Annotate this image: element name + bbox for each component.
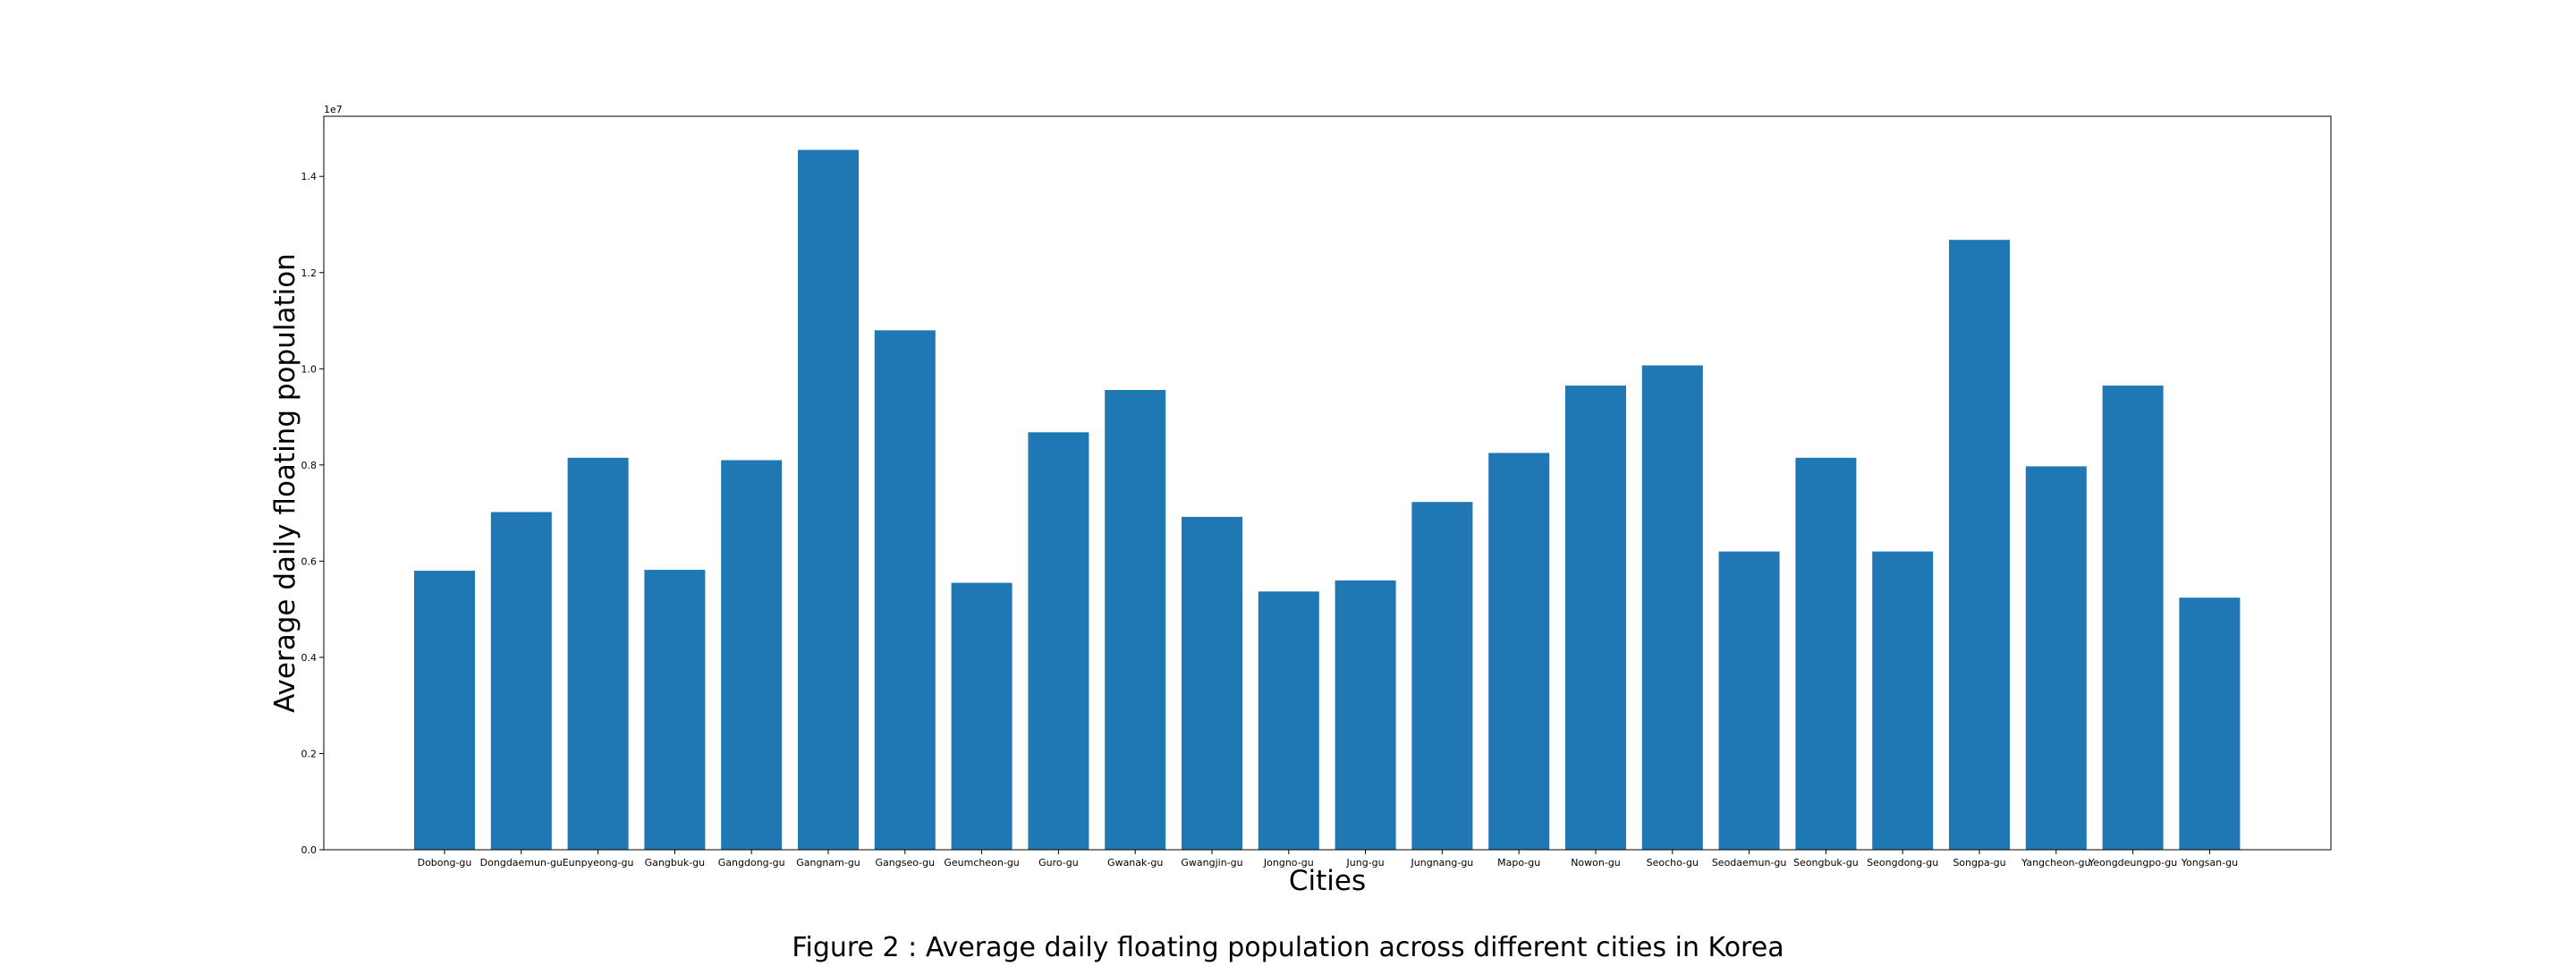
bars-group bbox=[414, 149, 2241, 851]
y-tick-label: 0.8 bbox=[301, 460, 318, 471]
x-tick-label: Dobong-gu bbox=[418, 857, 472, 869]
x-tick-label: Mapo-gu bbox=[1497, 857, 1540, 869]
x-tick-label: Gangseo-gu bbox=[876, 857, 936, 869]
y-axis-label: Average daily floating population bbox=[269, 253, 301, 713]
bar-seongdong-gu bbox=[1872, 551, 1934, 850]
y-tick-label: 1.0 bbox=[301, 363, 318, 375]
bar-yongsan-gu bbox=[2179, 597, 2241, 850]
y-tick-label: 0.0 bbox=[301, 844, 318, 856]
y-tick-label: 1.2 bbox=[301, 267, 318, 279]
bar-nowon-gu bbox=[1565, 386, 1626, 851]
x-tick-label: Geumcheon-gu bbox=[944, 857, 1019, 869]
axes-frame bbox=[323, 115, 2332, 851]
bar-gangbuk-gu bbox=[644, 570, 706, 850]
x-tick-label: Seodaemun-gu bbox=[1712, 857, 1787, 869]
x-axis-ticks: Dobong-gu Dongdaemun-gu Eunpyeong-gu Gangbu… bbox=[418, 850, 2238, 869]
y-tick-label: 0.6 bbox=[301, 555, 318, 567]
x-tick-label: Yongsan-gu bbox=[2181, 857, 2238, 869]
y-axis-ticks: 0.0 0.2 0.4 0.6 0.8 1.0 1.2 1.4 bbox=[301, 171, 324, 856]
x-tick-label: Yangcheon-gu bbox=[2021, 857, 2090, 869]
bar-jongno-gu bbox=[1258, 591, 1319, 850]
bar-eunpyeong-gu bbox=[567, 457, 629, 850]
y-tick-label: 1.4 bbox=[301, 171, 318, 182]
x-tick-label: Gwangjin-gu bbox=[1181, 857, 1242, 869]
x-tick-label: Seongbuk-gu bbox=[1793, 857, 1859, 869]
bar-seongbuk-gu bbox=[1795, 457, 1857, 850]
figure-caption: Figure 2 : Average daily floating popula… bbox=[792, 932, 1784, 963]
bar-yeongdeungpo-gu bbox=[2102, 386, 2164, 851]
x-tick-label: Seongdong-gu bbox=[1867, 857, 1938, 869]
bar-mapo-gu bbox=[1488, 453, 1550, 850]
y-axis-scale-note: 1e7 bbox=[324, 104, 343, 115]
bar-yangcheon-gu bbox=[2025, 466, 2087, 850]
x-tick-label: Gangdong-gu bbox=[718, 857, 785, 869]
x-tick-label: Jung-gu bbox=[1346, 857, 1385, 869]
bar-gwangjin-gu bbox=[1182, 516, 1242, 850]
bar-guro-gu bbox=[1028, 432, 1089, 850]
x-tick-label: Eunpyeong-gu bbox=[563, 857, 634, 869]
x-tick-label: Jungnang-gu bbox=[1411, 857, 1474, 869]
bar-dongdaemun-gu bbox=[490, 512, 552, 850]
x-tick-label: Jongno-gu bbox=[1263, 857, 1314, 869]
bar-seodaemun-gu bbox=[1718, 551, 1780, 850]
bar-gangdong-gu bbox=[721, 460, 783, 850]
bar-jung-gu bbox=[1335, 580, 1396, 850]
x-tick-label: Guro-gu bbox=[1038, 857, 1079, 869]
x-tick-label: Dongdaemun-gu bbox=[480, 857, 563, 869]
x-tick-label: Songpa-gu bbox=[1953, 857, 2005, 869]
y-tick-label: 0.2 bbox=[301, 748, 318, 759]
x-tick-label: Seocho-gu bbox=[1647, 857, 1699, 869]
bar-geumcheon-gu bbox=[951, 582, 1013, 850]
bar-seocho-gu bbox=[1641, 365, 1703, 850]
bar-gwanak-gu bbox=[1105, 390, 1166, 850]
y-tick-label: 0.4 bbox=[301, 652, 318, 664]
x-tick-label: Yeongdeungpo-gu bbox=[2088, 857, 2177, 869]
bar-dobong-gu bbox=[414, 571, 475, 850]
x-tick-label: Gangbuk-gu bbox=[645, 857, 705, 869]
x-tick-label: Gangnam-gu bbox=[796, 857, 860, 869]
x-tick-label: Gwanak-gu bbox=[1107, 857, 1163, 869]
bar-gangseo-gu bbox=[874, 330, 936, 850]
bar-gangnam-gu bbox=[798, 149, 859, 851]
bar-jungnang-gu bbox=[1411, 502, 1473, 850]
bar-songpa-gu bbox=[1949, 240, 2010, 850]
x-tick-label: Nowon-gu bbox=[1571, 857, 1621, 869]
x-axis-label: Cities bbox=[1289, 865, 1366, 897]
